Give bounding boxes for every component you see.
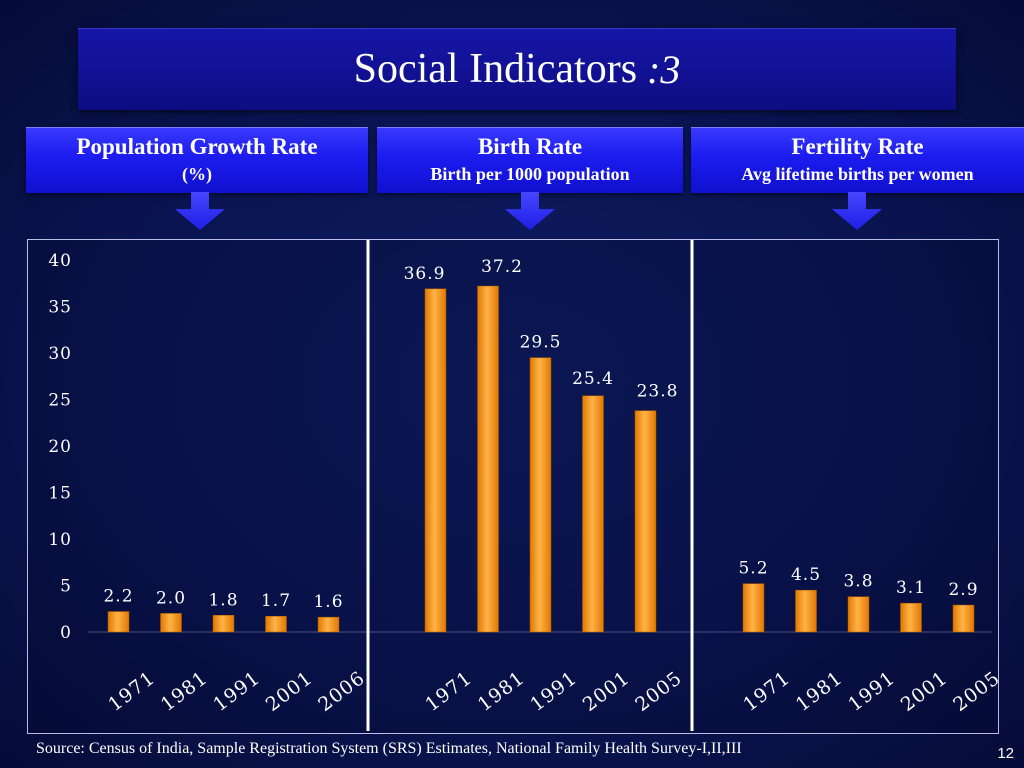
x-tick-label: 1971 (739, 667, 794, 716)
x-tick-label: 2005 (949, 667, 1004, 716)
data-label: 3.8 (843, 572, 873, 592)
x-tick-label: 2005 (631, 667, 686, 716)
header-population-growth: Population Growth Rate (%) (26, 127, 368, 193)
data-label: 25.4 (572, 369, 614, 389)
bar (742, 583, 765, 633)
header-subtitle: Birth per 1000 population (430, 164, 630, 184)
header-fertility-rate: Fertility Rate Avg lifetime births per w… (691, 127, 1024, 193)
x-tick-label: 1991 (209, 667, 264, 716)
header-birth-rate: Birth Rate Birth per 1000 population (377, 127, 683, 193)
y-tick-label: 30 (48, 344, 72, 364)
data-label: 4.5 (791, 565, 821, 585)
bar (107, 611, 130, 633)
y-tick-label: 5 (60, 577, 72, 597)
data-label: 1.8 (208, 590, 238, 610)
x-tick-label: 1991 (844, 667, 899, 716)
data-label: 5.2 (738, 559, 768, 579)
x-tick-label: 2006 (314, 667, 369, 716)
x-tick-label: 1981 (474, 667, 529, 716)
down-arrow-icon (832, 192, 882, 230)
chart-panel (27, 239, 999, 734)
source-note: Source: Census of India, Sample Registra… (36, 740, 742, 757)
slide-title-suffix: :3 (647, 46, 681, 92)
x-tick-label: 2001 (579, 667, 634, 716)
y-tick-label: 10 (48, 530, 72, 550)
bar (795, 589, 817, 633)
x-tick-label: 2001 (262, 667, 317, 716)
x-tick-label: 1981 (157, 667, 212, 716)
bar (212, 615, 235, 633)
y-tick-label: 25 (48, 391, 72, 411)
bar (900, 602, 922, 633)
x-tick-label: 2001 (897, 667, 952, 716)
bar (529, 357, 552, 633)
bar (477, 285, 499, 633)
data-label: 37.2 (481, 257, 523, 277)
data-label: 36.9 (404, 264, 446, 284)
y-tick-label: 40 (48, 251, 72, 271)
data-label: 1.6 (313, 592, 343, 612)
bar (634, 410, 657, 633)
bar (847, 596, 870, 633)
data-label: 3.1 (896, 578, 926, 598)
page-number: 12 (997, 745, 1014, 762)
data-label: 2.0 (156, 588, 186, 608)
header-title: Population Growth Rate (76, 134, 318, 159)
bar (160, 613, 182, 633)
header-subtitle: (%) (182, 164, 212, 184)
header-title: Birth Rate (477, 134, 583, 159)
x-tick-label: 1971 (104, 667, 159, 716)
bar (424, 288, 447, 633)
title-banner: Social Indicators :3 (78, 28, 956, 110)
y-tick-label: 0 (60, 623, 72, 643)
header-title: Fertility Rate (791, 134, 924, 159)
header-subtitle: Avg lifetime births per women (741, 164, 974, 184)
data-label: 23.8 (637, 382, 679, 402)
x-tick-label: 1981 (792, 667, 847, 716)
y-tick-label: 35 (48, 298, 72, 318)
y-tick-label: 15 (48, 484, 72, 504)
data-label: 2.2 (103, 587, 133, 607)
x-tick-label: 1991 (526, 667, 581, 716)
bar (582, 395, 604, 633)
bar (952, 604, 975, 633)
bar (317, 616, 340, 633)
slide-title: Social Indicators (353, 46, 638, 92)
data-label: 29.5 (520, 333, 562, 353)
y-tick-label: 20 (48, 437, 72, 457)
data-label: 2.9 (948, 580, 978, 600)
down-arrow-icon (505, 192, 555, 230)
down-arrow-icon (175, 192, 225, 230)
data-label: 1.7 (261, 591, 291, 611)
bar (265, 615, 287, 633)
x-tick-label: 1971 (421, 667, 476, 716)
